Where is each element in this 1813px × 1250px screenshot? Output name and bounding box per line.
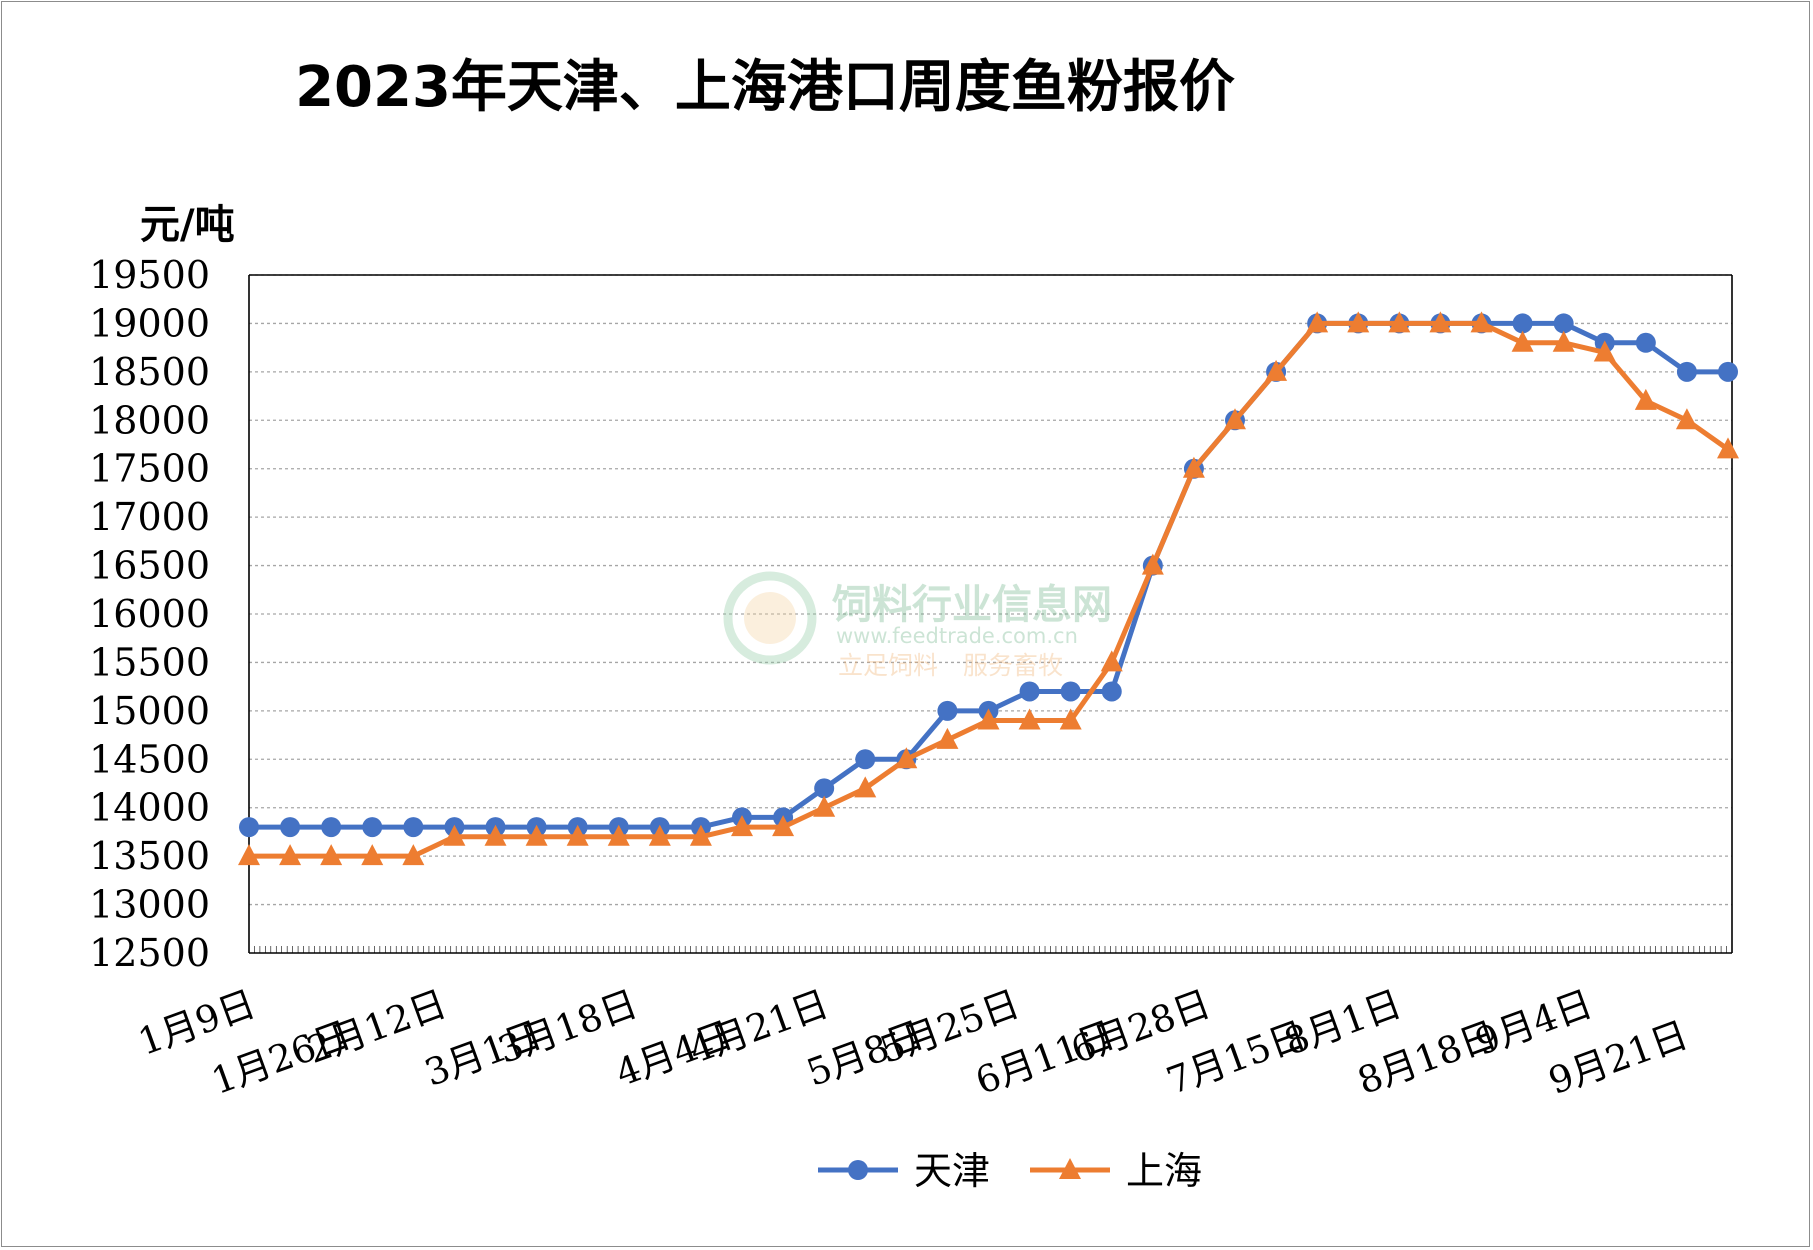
y-tick-label: 17500	[89, 447, 210, 491]
data-point	[1059, 708, 1082, 730]
legend: 天津 上海	[818, 1149, 1202, 1193]
series-layer	[238, 311, 1739, 866]
y-tick-label: 16500	[89, 544, 210, 588]
data-point	[1018, 708, 1041, 730]
data-point	[772, 815, 795, 837]
data-point	[689, 824, 712, 846]
data-point	[1060, 681, 1081, 702]
data-point	[280, 817, 301, 838]
data-point	[403, 817, 424, 838]
data-point	[443, 824, 466, 846]
watermark-url: www.feedtrade.com.cn	[836, 624, 1078, 648]
data-point	[1675, 408, 1698, 430]
y-tick-label: 13000	[89, 883, 210, 927]
y-tick-label: 18500	[89, 350, 210, 394]
y-tick-label: 12500	[89, 931, 210, 975]
data-point	[936, 727, 959, 749]
data-point	[731, 815, 753, 837]
data-point	[239, 817, 259, 838]
legend-label: 上海	[1126, 1149, 1202, 1193]
data-point	[1265, 359, 1288, 381]
data-point	[321, 817, 342, 838]
data-point	[566, 824, 589, 846]
data-point	[1019, 681, 1040, 702]
data-point	[1512, 313, 1533, 334]
data-point	[855, 749, 876, 770]
data-point	[320, 844, 343, 866]
data-point	[648, 824, 671, 846]
data-point	[402, 844, 425, 866]
y-tick-label: 19500	[89, 253, 210, 297]
watermark-logo-ring	[723, 571, 817, 665]
data-point	[813, 795, 836, 817]
data-point	[1553, 313, 1574, 334]
y-tick-label: 14000	[89, 786, 210, 830]
legend-swatch-marker	[848, 1160, 868, 1180]
data-point	[1347, 311, 1370, 333]
data-point	[895, 747, 918, 769]
y-tick-label: 17000	[89, 495, 210, 539]
y-tick-label: 18000	[89, 398, 210, 442]
series-天津	[239, 313, 1738, 838]
y-tick-label: 16000	[89, 592, 210, 636]
data-point	[1717, 437, 1739, 459]
series-line	[249, 320, 1728, 830]
data-point	[1718, 361, 1738, 382]
y-tick-label: 15000	[89, 689, 210, 733]
data-point	[1141, 553, 1164, 575]
data-point	[238, 844, 260, 866]
x-tick-labels: 1月9日1月26日2月12日3月1日3月18日4月4日4月21日5月8日5月25…	[133, 982, 1694, 1103]
data-point	[1676, 361, 1697, 382]
y-tick-label: 15500	[89, 640, 210, 684]
data-point	[1100, 650, 1123, 672]
data-point	[279, 844, 302, 866]
data-point	[977, 708, 1000, 730]
data-point	[814, 778, 835, 799]
data-point	[362, 817, 383, 838]
data-point	[1634, 388, 1657, 410]
legend-item-上海: 上海	[1030, 1149, 1202, 1193]
data-point	[1552, 330, 1575, 352]
series-上海	[238, 311, 1739, 866]
data-point	[525, 824, 548, 846]
data-point	[1593, 340, 1616, 362]
watermark: 饲料行业信息网 www.feedtrade.com.cn 立足饲料 服务畜牧	[723, 571, 1112, 680]
data-point	[484, 824, 507, 846]
data-point	[1224, 408, 1246, 430]
y-tick-label: 19000	[89, 301, 210, 345]
data-point	[1470, 311, 1493, 333]
data-point	[361, 844, 384, 866]
y-tick-label: 14500	[89, 737, 210, 781]
data-point	[607, 824, 630, 846]
legend-swatch-marker	[1059, 1158, 1081, 1179]
data-point	[1101, 681, 1122, 702]
data-point	[1429, 311, 1452, 333]
data-point	[1306, 311, 1329, 333]
y-tick-label: 13500	[89, 834, 210, 878]
data-point	[854, 776, 877, 798]
legend-item-天津: 天津	[818, 1149, 990, 1193]
axes	[248, 274, 1733, 954]
data-point	[1182, 456, 1205, 478]
data-point	[937, 700, 958, 721]
watermark-site-name: 饲料行业信息网	[832, 582, 1112, 628]
y-axis-unit-label: 元/吨	[140, 202, 235, 248]
data-point	[1635, 332, 1656, 353]
watermark-slogan: 立足饲料 服务畜牧	[838, 651, 1063, 680]
legend-label: 天津	[914, 1149, 990, 1193]
data-point	[1388, 311, 1411, 333]
data-point	[1511, 330, 1534, 352]
chart-title: 2023年天津、上海港口周度鱼粉报价	[295, 55, 1235, 120]
watermark-logo-core	[744, 592, 796, 644]
